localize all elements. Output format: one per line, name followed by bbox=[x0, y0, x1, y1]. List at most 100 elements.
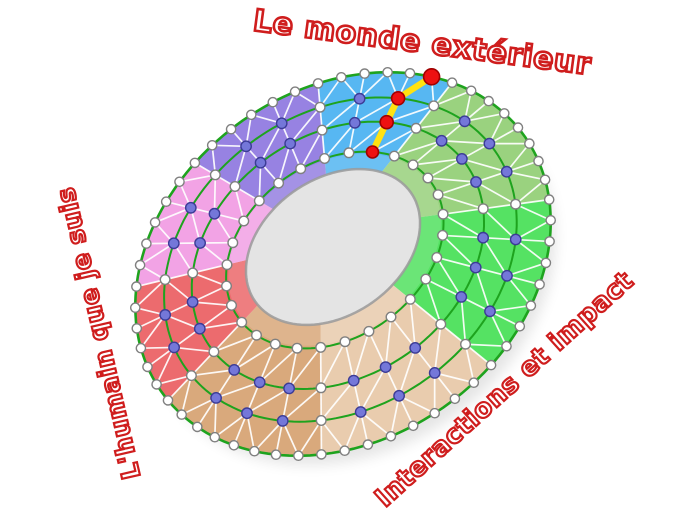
mesh-node[interactable] bbox=[410, 122, 422, 134]
mesh-node[interactable] bbox=[269, 338, 281, 350]
mesh-node[interactable] bbox=[429, 407, 441, 419]
mesh-node[interactable] bbox=[485, 359, 497, 371]
mesh-node[interactable] bbox=[316, 449, 327, 460]
mesh-node[interactable] bbox=[227, 237, 239, 249]
mesh-node[interactable] bbox=[162, 395, 174, 406]
mesh-node[interactable] bbox=[449, 393, 461, 405]
mesh-node[interactable] bbox=[407, 420, 419, 432]
mesh-node[interactable] bbox=[465, 85, 477, 97]
mesh-node[interactable] bbox=[437, 229, 449, 241]
mesh-node[interactable] bbox=[343, 147, 355, 159]
mesh-node[interactable] bbox=[273, 177, 285, 189]
mesh-node[interactable] bbox=[291, 342, 303, 354]
mesh-node[interactable] bbox=[245, 109, 257, 121]
mesh-node[interactable] bbox=[289, 86, 301, 97]
mesh-node[interactable] bbox=[191, 421, 203, 433]
mesh-node[interactable] bbox=[168, 341, 181, 354]
mesh-node[interactable] bbox=[393, 389, 405, 402]
mesh-node[interactable] bbox=[422, 172, 434, 184]
mesh-node[interactable] bbox=[284, 137, 297, 150]
mesh-node[interactable] bbox=[540, 257, 552, 269]
mesh-node[interactable] bbox=[312, 78, 324, 89]
mesh-node[interactable] bbox=[160, 196, 172, 207]
mesh-node[interactable] bbox=[315, 341, 327, 353]
mesh-node[interactable] bbox=[431, 251, 443, 263]
mesh-node[interactable] bbox=[500, 165, 513, 178]
mesh-node[interactable] bbox=[134, 259, 146, 271]
mesh-node[interactable] bbox=[267, 96, 279, 108]
mesh-node[interactable] bbox=[229, 180, 241, 192]
mesh-node[interactable] bbox=[339, 445, 351, 457]
mesh-node[interactable] bbox=[189, 157, 201, 169]
mesh-node[interactable] bbox=[184, 201, 197, 214]
mesh-node[interactable] bbox=[295, 163, 307, 175]
mesh-node[interactable] bbox=[404, 293, 416, 305]
mesh-node[interactable] bbox=[404, 68, 416, 79]
mesh-node[interactable] bbox=[276, 414, 289, 427]
mesh-node[interactable] bbox=[315, 382, 327, 394]
mesh-node[interactable] bbox=[193, 322, 206, 335]
mesh-node[interactable] bbox=[225, 299, 237, 311]
mesh-node[interactable] bbox=[135, 342, 147, 354]
mesh-node[interactable] bbox=[458, 115, 471, 128]
mesh-node[interactable] bbox=[460, 338, 472, 350]
mesh-node[interactable] bbox=[483, 95, 495, 107]
mesh-node[interactable] bbox=[253, 376, 266, 389]
mesh-node[interactable] bbox=[185, 370, 197, 382]
mesh-node[interactable] bbox=[315, 415, 327, 427]
mesh-node[interactable] bbox=[159, 308, 172, 321]
mesh-node[interactable] bbox=[407, 159, 419, 171]
mesh-node[interactable] bbox=[238, 215, 250, 227]
mesh-node[interactable] bbox=[335, 72, 347, 83]
mesh-node[interactable] bbox=[484, 305, 496, 318]
mesh-node[interactable] bbox=[428, 366, 441, 379]
mesh-node[interactable] bbox=[354, 406, 367, 418]
mesh-node[interactable] bbox=[129, 302, 141, 314]
mesh-node[interactable] bbox=[379, 361, 392, 373]
mesh-node[interactable] bbox=[501, 340, 512, 352]
highlight-dot[interactable] bbox=[365, 145, 380, 159]
mesh-node[interactable] bbox=[254, 156, 267, 169]
mesh-node[interactable] bbox=[388, 150, 400, 162]
mesh-node[interactable] bbox=[363, 325, 375, 337]
mesh-node[interactable] bbox=[316, 124, 328, 136]
mesh-node[interactable] bbox=[385, 430, 397, 442]
mesh-node[interactable] bbox=[539, 174, 551, 186]
mesh-node[interactable] bbox=[437, 208, 449, 220]
mesh-node[interactable] bbox=[468, 377, 480, 389]
mesh-node[interactable] bbox=[159, 274, 171, 286]
mesh-node[interactable] bbox=[498, 108, 510, 119]
mesh-node[interactable] bbox=[240, 140, 253, 153]
mesh-node[interactable] bbox=[209, 431, 221, 443]
mesh-node[interactable] bbox=[510, 198, 522, 210]
mesh-node[interactable] bbox=[446, 77, 458, 88]
mesh-node[interactable] bbox=[514, 320, 526, 332]
mesh-node[interactable] bbox=[210, 391, 223, 404]
highlight-dot[interactable] bbox=[379, 114, 395, 130]
mesh-node[interactable] bbox=[469, 261, 482, 274]
mesh-node[interactable] bbox=[432, 189, 444, 201]
mesh-node[interactable] bbox=[194, 237, 207, 249]
mesh-node[interactable] bbox=[151, 379, 162, 390]
mesh-node[interactable] bbox=[470, 176, 482, 188]
mesh-node[interactable] bbox=[543, 194, 555, 205]
mesh-node[interactable] bbox=[319, 152, 331, 164]
highlight-dot[interactable] bbox=[422, 68, 441, 86]
mesh-node[interactable] bbox=[435, 134, 448, 147]
mesh-node[interactable] bbox=[455, 152, 468, 165]
mesh-node[interactable] bbox=[206, 139, 218, 151]
mesh-node[interactable] bbox=[253, 195, 265, 207]
mesh-node[interactable] bbox=[477, 203, 489, 215]
mesh-node[interactable] bbox=[525, 300, 537, 311]
mesh-node[interactable] bbox=[225, 123, 237, 135]
mesh-node[interactable] bbox=[186, 296, 199, 308]
mesh-node[interactable] bbox=[270, 449, 282, 461]
mesh-node[interactable] bbox=[353, 92, 366, 105]
mesh-node[interactable] bbox=[348, 116, 361, 129]
mesh-node[interactable] bbox=[131, 281, 142, 292]
mesh-node[interactable] bbox=[501, 269, 513, 282]
mesh-node[interactable] bbox=[477, 231, 489, 244]
mesh-node[interactable] bbox=[236, 316, 248, 328]
mesh-node[interactable] bbox=[131, 323, 143, 334]
mesh-node[interactable] bbox=[208, 346, 220, 358]
